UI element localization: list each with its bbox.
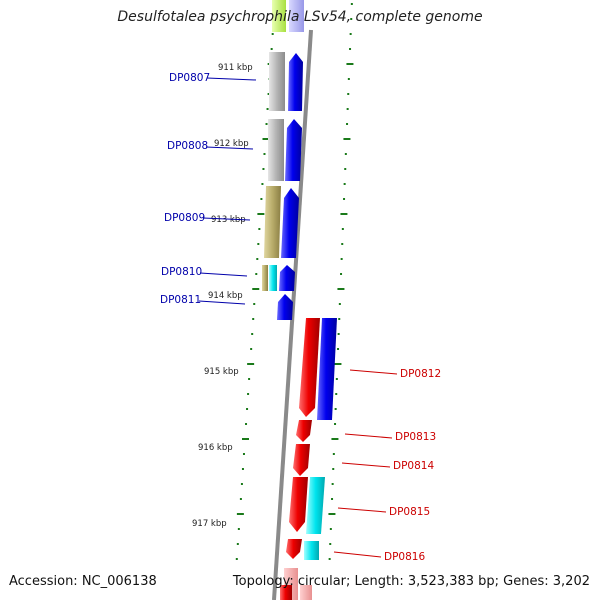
leader-line-dp0809 [202, 217, 251, 221]
feature-grey-dp0807 [269, 52, 285, 111]
kbp-label: 917 kbp [192, 519, 227, 529]
gene-arrow-dp0811[interactable] [277, 294, 293, 320]
gene-label-dp0810[interactable]: DP0810 [161, 266, 202, 278]
gene-arrow-dp0807[interactable] [288, 53, 303, 111]
feature-olive-dp0809 [264, 186, 281, 258]
gene-arrow-dp0816[interactable] [286, 539, 302, 559]
gene-arrow-dp0812[interactable] [299, 318, 320, 417]
gene-arrow-dp0815[interactable] [289, 477, 308, 532]
genome-summary-text: Topology: circular; Length: 3,523,383 bp… [232, 574, 590, 589]
gene-label-dp0815[interactable]: DP0815 [389, 506, 430, 518]
leader-line-dp0816 [333, 551, 382, 558]
accession-text: Accession: NC_006138 [9, 574, 157, 589]
gene-arrow-dp0808[interactable] [285, 119, 302, 181]
gene-label-dp0816[interactable]: DP0816 [384, 551, 425, 563]
gene-label-dp0809[interactable]: DP0809 [164, 212, 205, 224]
kbp-label: 914 kbp [208, 291, 243, 301]
feature-cyan-dp0815 [306, 477, 325, 534]
leader-line-dp0813 [344, 433, 393, 439]
leader-line-dp0814 [341, 462, 391, 468]
feature-cyan-dp0810 [269, 265, 277, 291]
kbp-label: 913 kbp [211, 215, 246, 225]
feature-cyan-dp0816 [304, 541, 319, 560]
leader-line-dp0815 [337, 507, 387, 513]
feature-top-lavender [289, 0, 304, 32]
gene-arrow-dp0813[interactable] [296, 420, 312, 442]
tick-track-right [328, 3, 354, 560]
tick-track-left [235, 3, 276, 560]
leader-line-dp0807 [206, 77, 257, 81]
gene-arrow-dp0810[interactable] [279, 265, 295, 291]
gene-arrow-dp0809[interactable] [281, 188, 299, 258]
gene-label-dp0811[interactable]: DP0811 [160, 294, 201, 306]
feature-top-lime [272, 0, 286, 32]
feature-blue-dp0812 [317, 318, 337, 420]
leader-line-dp0808 [205, 146, 254, 150]
kbp-label: 916 kbp [198, 443, 233, 453]
feature-bottom-red [280, 585, 292, 600]
feature-grey-dp0808 [268, 119, 284, 181]
gene-label-dp0808[interactable]: DP0808 [167, 140, 208, 152]
kbp-label: 912 kbp [214, 139, 249, 149]
kbp-label: 915 kbp [204, 367, 239, 377]
feature-olive-dp0810 [262, 265, 268, 291]
genome-title: Desulfotalea psychrophila LSv54, complet… [117, 9, 483, 25]
gene-label-dp0813[interactable]: DP0813 [395, 431, 436, 443]
kbp-label: 911 kbp [218, 63, 253, 73]
gene-label-dp0814[interactable]: DP0814 [393, 460, 434, 472]
feature-bottom-pink-2 [300, 585, 312, 600]
gene-arrow-dp0814[interactable] [293, 444, 310, 476]
leader-line-dp0812 [349, 369, 398, 375]
gene-label-dp0807[interactable]: DP0807 [169, 72, 210, 84]
genome-backbone [272, 29, 313, 600]
gene-label-dp0812[interactable]: DP0812 [400, 368, 441, 380]
leader-line-dp0810 [199, 272, 248, 277]
leader-line-dp0811 [198, 300, 246, 305]
